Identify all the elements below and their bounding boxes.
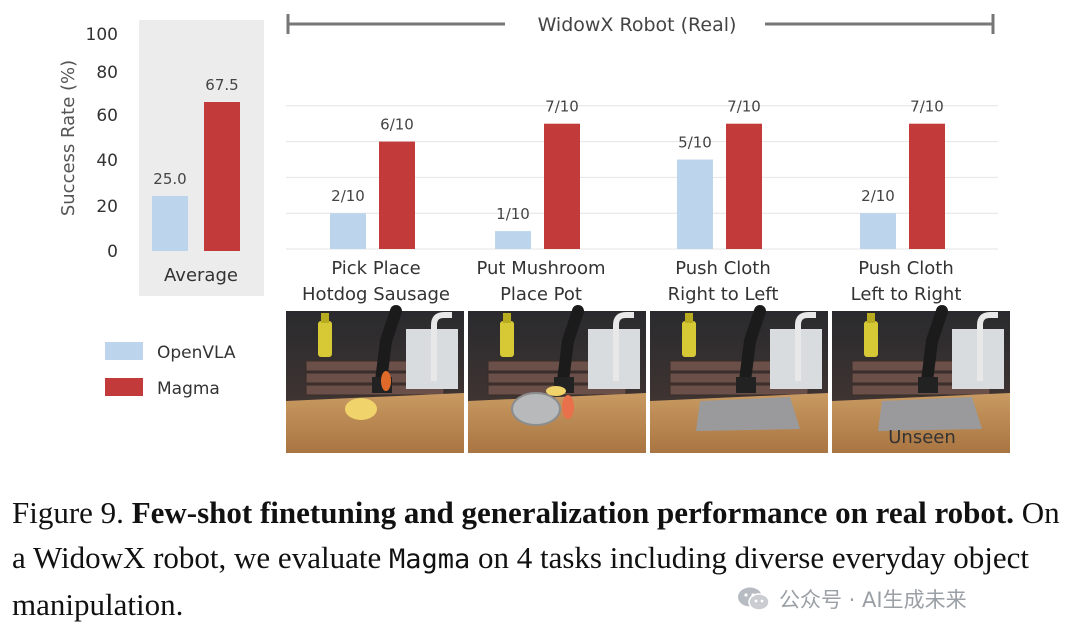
task-category-label: Pick Place xyxy=(331,258,420,279)
faucet xyxy=(795,312,816,381)
task-value-label: 7/10 xyxy=(545,98,579,116)
y-axis-title: Success Rate (%) xyxy=(58,60,79,216)
y-tick-labels: 0 20 40 60 80 100 xyxy=(86,25,118,262)
faucet xyxy=(613,312,634,381)
task-bar-openvla xyxy=(495,231,531,249)
robot-group-title: WidowX Robot (Real) xyxy=(538,14,737,36)
bottle xyxy=(318,321,332,357)
watermark-text: 公众号 · AI生成未来 xyxy=(779,588,967,612)
task-bar-magma xyxy=(379,141,415,249)
robot-photo xyxy=(650,305,828,453)
cloth xyxy=(696,397,800,431)
task-category-label: Push Cloth xyxy=(858,258,954,279)
task-bar-openvla xyxy=(330,213,366,249)
average-value-label: 67.5 xyxy=(205,76,238,94)
bottle xyxy=(500,321,514,357)
legend-swatch-openvla xyxy=(105,342,143,360)
mushroom xyxy=(562,395,574,419)
task-value-label: 2/10 xyxy=(331,187,365,205)
task-category-label: Hotdog Sausage xyxy=(302,284,450,305)
task-category-label: Put Mushroom xyxy=(476,258,605,279)
task-bar-openvla xyxy=(860,213,896,249)
task-value-label: 6/10 xyxy=(380,116,414,134)
robot-group-bracket xyxy=(286,14,995,34)
y-tick-label: 60 xyxy=(96,106,118,126)
bottle-cap xyxy=(867,313,875,323)
faucet xyxy=(431,312,452,381)
task-value-label: 7/10 xyxy=(727,98,761,116)
task-value-label: 1/10 xyxy=(496,205,530,223)
bars: 25.0 67.5 Average 2/10 6/10 Pick Place Hotdog … xyxy=(152,76,961,305)
robot-gripper xyxy=(736,377,756,393)
robot-arm xyxy=(557,305,584,387)
robot-photo xyxy=(832,305,1010,453)
caption-bold-text: Few-shot finetuning and generalization p… xyxy=(131,495,1014,530)
task-category-label: Right to Left xyxy=(668,284,779,305)
legend-label-openvla: OpenVLA xyxy=(157,343,236,363)
robot-photo xyxy=(468,305,646,453)
robot-arm xyxy=(921,305,948,387)
yellow-object xyxy=(345,398,377,420)
task-value-label: 5/10 xyxy=(678,134,712,152)
caption-text-before: On a WidowX robot, we evaluate xyxy=(12,495,1060,575)
yellow-object xyxy=(546,386,566,396)
bottle-cap xyxy=(685,313,693,323)
task-category-label: Left to Right xyxy=(851,284,962,305)
legend-label-magma: Magma xyxy=(157,379,220,399)
y-tick-label: 100 xyxy=(86,25,118,45)
robot-photo xyxy=(286,305,464,453)
bottle-cap xyxy=(503,313,511,323)
robot-photos: Unseen xyxy=(286,305,1010,453)
unseen-label: Unseen xyxy=(888,427,956,448)
robot-gripper xyxy=(918,377,938,393)
figure-caption: Figure 9. Few-shot finetuning and genera… xyxy=(12,490,1074,627)
y-tick-label: 20 xyxy=(96,197,118,217)
pot xyxy=(511,392,561,426)
wechat-icon xyxy=(737,586,771,612)
robot-arm xyxy=(739,305,766,387)
y-tick-label: 40 xyxy=(96,151,118,171)
legend-swatch-magma xyxy=(105,378,143,396)
average-panel xyxy=(139,20,264,296)
y-tick-label: 80 xyxy=(96,63,118,83)
bottle xyxy=(864,321,878,357)
legend: OpenVLA Magma xyxy=(105,342,236,399)
bottle-cap xyxy=(321,313,329,323)
table xyxy=(286,393,464,453)
average-bar-openvla xyxy=(152,196,188,251)
average-bar-magma xyxy=(204,102,240,251)
average-value-label: 25.0 xyxy=(153,170,186,188)
task-bar-openvla xyxy=(677,159,713,249)
task-category-label: Push Cloth xyxy=(675,258,771,279)
bottle xyxy=(682,321,696,357)
figure-label: Figure 9. xyxy=(12,495,124,530)
task-category-label: Place Pot xyxy=(500,284,582,305)
caption-code-text: Magma xyxy=(388,544,471,575)
caption-text-after: on 4 tasks including diverse everyday ob… xyxy=(12,540,1029,622)
y-tick-label: 0 xyxy=(107,242,118,262)
watermark: 公众号 · AI生成未来 xyxy=(733,583,971,615)
task-value-label: 2/10 xyxy=(861,187,895,205)
task-bar-magma xyxy=(544,123,580,249)
task-bar-magma xyxy=(726,123,762,249)
chart: Success Rate (%) 0 20 40 60 80 100 WidowX Rob… xyxy=(58,14,1010,453)
robot-arm xyxy=(375,305,402,387)
task-bar-magma xyxy=(909,123,945,249)
sausage xyxy=(381,371,391,391)
task-value-label: 7/10 xyxy=(910,98,944,116)
cloth xyxy=(878,397,982,431)
faucet xyxy=(977,312,998,381)
average-category-label: Average xyxy=(164,265,238,286)
